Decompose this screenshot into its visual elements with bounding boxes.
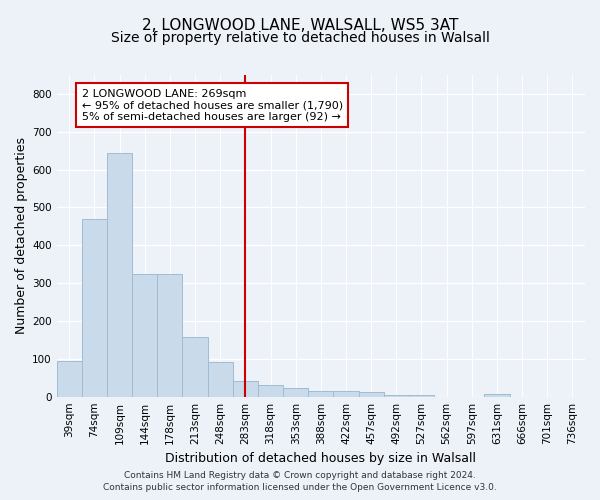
Bar	[233, 381, 258, 396]
Bar	[409, 395, 434, 396]
Bar	[384, 395, 409, 396]
Bar	[258, 386, 283, 396]
Bar	[334, 391, 359, 396]
Text: 2, LONGWOOD LANE, WALSALL, WS5 3AT: 2, LONGWOOD LANE, WALSALL, WS5 3AT	[142, 18, 458, 32]
Bar	[56, 360, 82, 396]
Text: 2 LONGWOOD LANE: 269sqm
← 95% of detached houses are smaller (1,790)
5% of semi-: 2 LONGWOOD LANE: 269sqm ← 95% of detache…	[82, 88, 343, 122]
Text: Size of property relative to detached houses in Walsall: Size of property relative to detached ho…	[110, 31, 490, 45]
Bar	[283, 388, 308, 396]
Bar	[308, 391, 334, 396]
X-axis label: Distribution of detached houses by size in Walsall: Distribution of detached houses by size …	[166, 452, 476, 465]
Bar	[157, 274, 182, 396]
Text: Contains HM Land Registry data © Crown copyright and database right 2024.
Contai: Contains HM Land Registry data © Crown c…	[103, 471, 497, 492]
Bar	[82, 219, 107, 396]
Bar	[359, 392, 384, 396]
Bar	[208, 362, 233, 396]
Y-axis label: Number of detached properties: Number of detached properties	[15, 138, 28, 334]
Bar	[182, 337, 208, 396]
Bar	[484, 394, 509, 396]
Bar	[132, 274, 157, 396]
Bar	[107, 152, 132, 396]
